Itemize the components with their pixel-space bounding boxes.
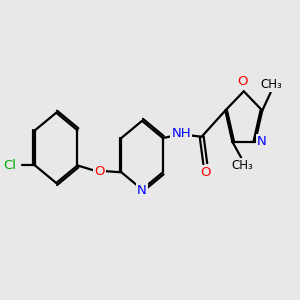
- Text: N: N: [137, 184, 147, 197]
- Text: O: O: [201, 166, 211, 179]
- Text: NH: NH: [172, 127, 191, 140]
- Text: N: N: [257, 135, 267, 148]
- Text: O: O: [237, 75, 247, 88]
- Text: Cl: Cl: [4, 159, 16, 172]
- Text: CH₃: CH₃: [260, 78, 282, 91]
- Text: CH₃: CH₃: [231, 159, 253, 172]
- Text: O: O: [94, 164, 105, 178]
